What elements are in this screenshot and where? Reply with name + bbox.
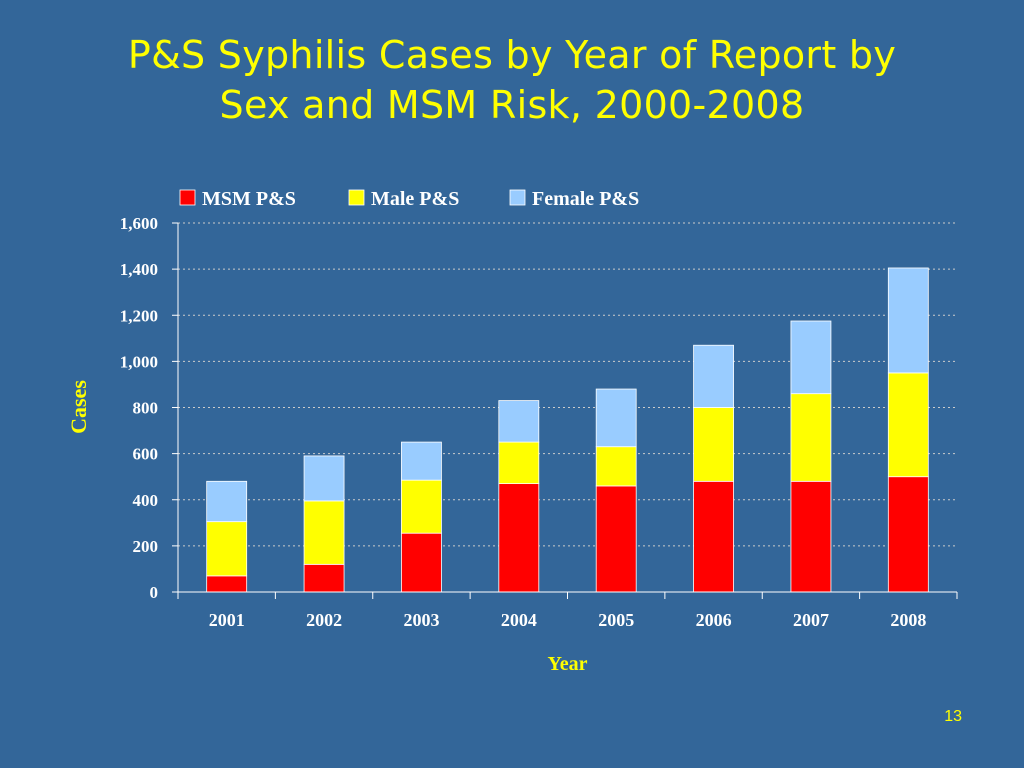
bar-msm-p-s-2008	[887, 476, 929, 593]
bar-male-p-s-2003	[401, 479, 442, 534]
x-axis-label: Year	[548, 653, 588, 675]
slide-title-line-1: P&S Syphilis Cases by Year of Report by	[127, 33, 897, 77]
page-number: 13	[944, 708, 962, 725]
y-tick-label: 0	[150, 583, 159, 602]
y-tick-label: 200	[133, 537, 159, 556]
bar-msm-p-s-2005	[595, 485, 637, 593]
y-tick-label: 600	[133, 445, 159, 464]
bar-female-p-s-2004	[498, 400, 540, 443]
bar-msm-p-s-2006	[693, 480, 734, 593]
y-tick-label: 400	[133, 491, 159, 510]
legend-swatch-msm-p-s	[179, 189, 196, 206]
bar-female-p-s-2001	[206, 480, 248, 523]
y-tick-label: 1,000	[120, 352, 158, 371]
bar-male-p-s-2005	[595, 446, 637, 487]
x-tick-label: 2002	[306, 610, 342, 630]
x-tick-label: 2008	[890, 610, 926, 630]
bar-male-p-s-2007	[790, 393, 832, 482]
legend-swatch-female-p-s	[509, 189, 526, 206]
bar-msm-p-s-2003	[401, 532, 442, 593]
x-tick-label: 2001	[209, 610, 245, 630]
bar-male-p-s-2002	[303, 500, 345, 565]
y-tick-label: 1,200	[120, 306, 158, 325]
x-tick-label: 2006	[696, 610, 732, 630]
y-tick-label: 1,400	[120, 260, 158, 279]
x-tick-label: 2005	[598, 610, 634, 630]
legend-label-female-p-s: Female P&S	[532, 188, 639, 210]
bar-female-p-s-2008	[887, 267, 929, 374]
bar-female-p-s-2005	[595, 388, 637, 448]
legend-swatch-male-p-s	[348, 189, 365, 206]
bar-male-p-s-2008	[887, 372, 929, 478]
x-tick-label: 2007	[793, 610, 829, 630]
y-tick-label: 800	[133, 399, 159, 418]
bar-msm-p-s-2001	[206, 575, 248, 593]
y-tick-label: 1,600	[120, 214, 158, 233]
bar-msm-p-s-2004	[498, 483, 540, 593]
bar-female-p-s-2006	[693, 344, 734, 408]
bar-msm-p-s-2007	[790, 480, 832, 593]
slide-title: P&S Syphilis Cases by Year of Report by …	[0, 30, 1024, 130]
bar-male-p-s-2001	[206, 521, 248, 577]
legend-label-male-p-s: Male P&S	[371, 188, 459, 210]
bar-female-p-s-2002	[303, 455, 345, 502]
x-tick-label: 2004	[501, 610, 537, 630]
bar-msm-p-s-2002	[303, 563, 345, 593]
bar-male-p-s-2004	[498, 441, 540, 485]
x-tick-label: 2003	[403, 610, 439, 630]
bar-female-p-s-2007	[790, 320, 832, 395]
bar-female-p-s-2003	[401, 441, 442, 481]
bar-male-p-s-2006	[693, 407, 734, 482]
legend-label-msm-p-s: MSM P&S	[202, 188, 296, 210]
slide-title-line-2: Sex and MSM Risk, 2000-2008	[219, 83, 805, 127]
y-axis-label: Cases	[66, 380, 91, 434]
